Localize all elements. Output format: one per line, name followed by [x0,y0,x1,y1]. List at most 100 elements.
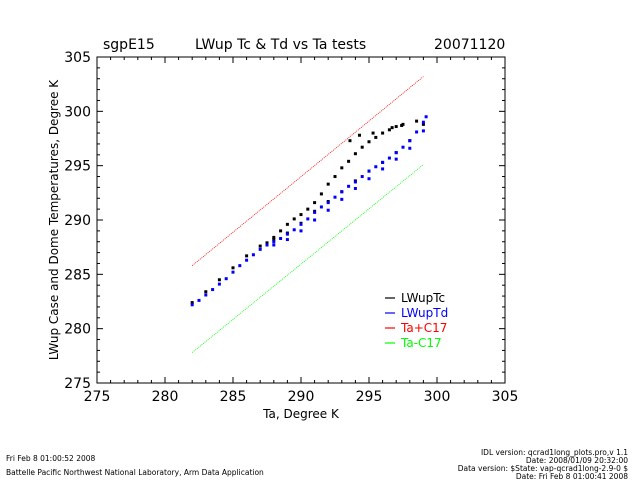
axes: 275 280 285 290 295 300 305 275 280 285 290 295 300 3… [47,50,518,421]
data-point-lwuptd [217,282,221,286]
data-point-lwuptc [258,244,262,248]
data-point-lwuptd [211,288,215,292]
y-axis-label: LWup Case and Dome Temperatures, Degree … [47,79,61,360]
footer-institution: Battelle Pacific Northwest National Labo… [6,468,264,477]
data-point-lwuptd [326,201,330,205]
data-point-lwuptd [190,303,194,307]
data-point-lwuptc [394,125,398,129]
footer-data-version: Data version: $State: vap-qcrad1long-2.9… [457,464,628,473]
data-point-lwuptd [381,167,385,171]
data-point-lwuptd [333,195,337,199]
data-point-lwuptd [424,115,428,119]
data-point-lwuptc [340,166,344,170]
data-point-lwuptd [381,160,385,164]
x-tick-label: 285 [220,389,247,405]
data-point-lwuptd [319,205,323,209]
y-tick-label: 275 [64,376,91,392]
data-point-lwuptd [353,186,357,190]
data-point-lwuptd [306,217,310,221]
data-point-lwuptc [245,254,249,258]
data-point-lwuptd [340,190,344,194]
data-point-lwuptd [251,253,255,257]
legend-label: Ta+C17 [400,321,447,335]
footer-idl-date: Date: 2008/01/09 20:32:00 [525,456,628,465]
data-point-lwuptd [224,277,228,281]
data-point-lwuptd [415,130,419,134]
data-point-lwuptd [272,240,276,244]
data-point-lwuptd [347,184,351,188]
data-point-lwuptd [231,270,235,274]
x-tick-label: 305 [492,389,519,405]
y-tick-label: 295 [64,159,91,175]
data-point-lwuptc [390,126,394,130]
data-point-lwuptc [348,139,352,143]
data-point-lwuptc [217,278,221,282]
data-point-lwuptc [285,222,289,226]
data-point-lwuptc [292,217,296,221]
data-point-lwuptd [421,129,425,133]
data-point-lwuptc [374,135,378,139]
data-point-lwuptd [285,232,289,236]
data-point-lwuptd [313,218,317,222]
data-point-lwuptd [313,210,317,214]
data-point-lwuptd [272,243,276,247]
legend-label: Ta-C17 [400,336,442,350]
data-point-lwuptd [367,169,371,173]
data-point-lwuptd [401,145,405,149]
x-tick-label: 300 [424,389,451,405]
data-point-lwuptd [299,222,303,226]
data-point-lwuptc [279,229,283,233]
series-line-ta-c17 [191,164,424,353]
data-point-lwuptd [285,238,289,242]
data-point-lwuptc [357,133,361,137]
data-point-lwuptc [272,235,276,239]
data-point-lwuptd [245,258,249,262]
data-point-lwuptd [258,247,262,251]
data-point-lwuptc [319,192,323,196]
data-point-lwuptd [387,156,391,160]
data-point-lwuptc [371,131,375,135]
footer-data-date: Date: Fri Feb 8 01:00:41 2008 [515,472,628,481]
site-label: sgpE15 [103,37,155,53]
data-point-lwuptc [204,290,208,294]
chart-title: LWup Tc & Td vs Ta tests [195,37,367,53]
x-tick-label: 275 [84,389,111,405]
data-point-lwuptc [421,122,425,126]
x-tick-label: 290 [288,389,315,405]
data-point-lwuptd [408,139,412,143]
data-point-lwuptc [306,207,310,211]
x-tick-label: 295 [356,389,383,405]
data-point-lwuptd [360,175,364,179]
y-tick-label: 300 [64,104,91,120]
x-axis-label: Ta, Degree K [262,407,340,421]
data-point-lwuptc [265,241,269,245]
data-point-lwuptd [367,177,371,181]
data-point-lwuptc [190,301,194,305]
data-point-lwuptc [347,159,351,163]
footer-idl-version: IDL version: qcrad1long_plots.pro,v 1.1 [480,448,628,457]
legend-label: LWupTc [401,291,445,305]
data-point-lwuptc [381,131,385,135]
data-point-lwuptc [387,128,391,132]
data-point-lwuptd [340,197,344,201]
data-point-lwuptd [238,264,242,268]
data-point-lwuptd [279,236,283,240]
data-point-lwuptd [408,146,412,150]
data-point-lwuptd [265,243,269,247]
data-point-lwuptd [394,157,398,161]
data-point-lwuptc [333,175,337,179]
plot-area [190,76,428,353]
data-point-lwuptc [272,238,276,242]
data-point-lwuptc [367,140,371,144]
y-tick-label: 285 [64,267,91,283]
data-point-lwuptd [394,151,398,155]
data-point-lwuptc [326,182,330,186]
data-point-lwuptc [400,123,404,127]
data-point-lwuptd [326,208,330,212]
data-point-lwuptd [421,120,425,124]
x-tick-label: 280 [152,389,179,405]
data-point-lwuptc [360,145,364,149]
data-point-lwuptc [353,152,357,156]
